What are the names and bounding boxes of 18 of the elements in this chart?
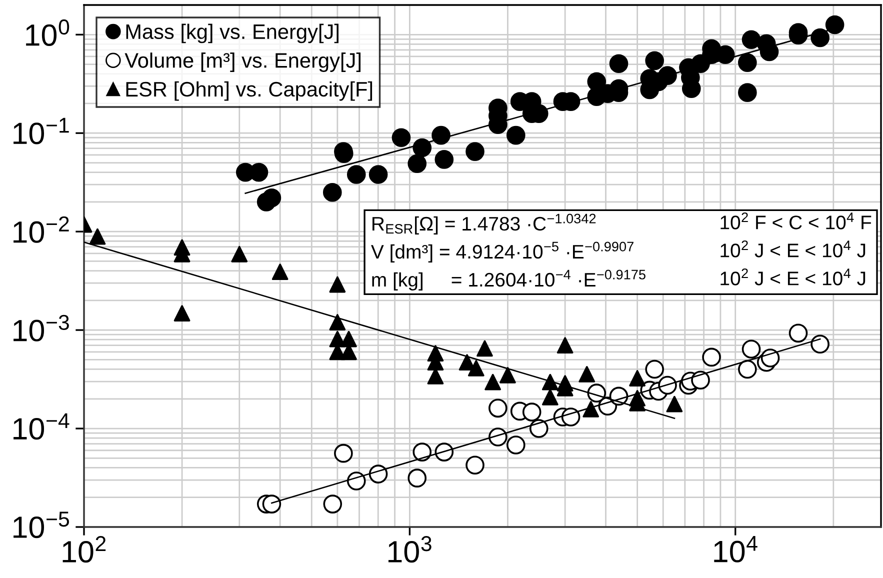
y-tick-label: 10$^{−5}$ bbox=[14, 512, 69, 538]
legend-label: Mass [kg] vs. Energy[J] bbox=[126, 24, 338, 44]
y-tick-label: 10$^{−1}$ bbox=[14, 118, 69, 144]
annotation: 10$^{2}$ F < C < 10$^{4}$ F bbox=[720, 212, 872, 230]
annotation: 10$^{2}$ J < E < 10$^{4}$ J bbox=[720, 268, 866, 286]
legend-label: Volume [m³] vs. Energy[J] bbox=[124, 52, 360, 72]
annotation: 10$^{2}$ J < E < 10$^{4}$ J bbox=[720, 240, 866, 258]
annotation: R$_{ESR}$[Ω] = 1.4783 ·C$^{−1.0342}$ bbox=[372, 214, 596, 234]
annotation: V [dm³] = 4.9124·10$^{−5}$ ·E$^{−0.9907}$ bbox=[371, 242, 634, 262]
annotation: m [kg] = 1.2604·10$^{−4}$ ·E$^{−0.9175}$ bbox=[372, 270, 646, 291]
y-tick-label: 10$^{0}$ bbox=[26, 19, 70, 46]
y-tick-label: 10$^{−2}$ bbox=[14, 216, 69, 243]
x-tick-label: 10$^{3}$ bbox=[388, 536, 432, 563]
legend-label: ESR [Ohm] vs. Capacity[F] bbox=[126, 81, 372, 101]
y-tick-label: 10$^{−4}$ bbox=[14, 413, 70, 440]
y-tick-label: 10$^{−3}$ bbox=[14, 314, 69, 342]
x-tick-label: 10$^{2}$ bbox=[62, 536, 106, 563]
x-tick-label: 10$^{4}$ bbox=[714, 536, 758, 562]
